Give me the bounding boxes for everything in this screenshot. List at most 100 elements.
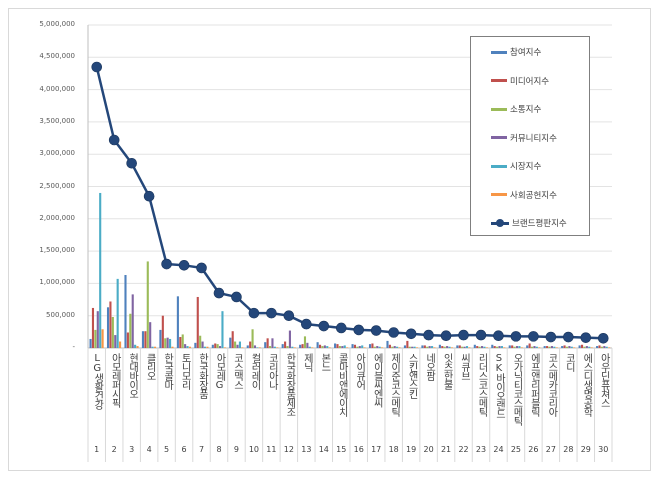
legend-label: 참여지수 xyxy=(510,48,542,58)
brand-index-point xyxy=(405,328,417,340)
bar-2 xyxy=(580,344,584,348)
legend-label: 브랜드평판지수 xyxy=(512,219,567,229)
bar-6 xyxy=(188,346,191,348)
bar-3 xyxy=(199,335,202,348)
legend-item: 사회공헌지수 xyxy=(491,189,557,201)
brand-index-point xyxy=(475,329,487,341)
bar-2 xyxy=(196,296,199,348)
bar-3 xyxy=(268,346,272,348)
bar-4 xyxy=(603,346,606,348)
bar-3 xyxy=(600,346,603,348)
bar-5 xyxy=(431,346,434,348)
bar-5 xyxy=(291,346,294,348)
bar-1 xyxy=(299,344,302,348)
brand-index-point xyxy=(388,327,399,338)
bar-4 xyxy=(184,344,187,348)
bar-1 xyxy=(561,346,564,348)
brand-index-point xyxy=(370,325,382,336)
x-tick-number: 21 xyxy=(440,445,452,454)
bar-2 xyxy=(318,344,322,348)
bar-2 xyxy=(214,343,217,348)
x-tick-number: 27 xyxy=(545,445,556,454)
brand-index-point xyxy=(126,157,137,169)
bar-6 xyxy=(608,347,611,348)
bar-3 xyxy=(513,346,516,348)
bar-5 xyxy=(361,345,364,348)
bar-2 xyxy=(476,346,479,348)
bar-6 xyxy=(381,347,384,348)
bar-1 xyxy=(194,342,197,348)
bar-6 xyxy=(136,346,139,348)
bar-2 xyxy=(528,343,531,348)
bar-4 xyxy=(288,330,291,348)
brand-index-point xyxy=(510,331,522,342)
bar-1 xyxy=(351,344,354,348)
bar-6 xyxy=(328,347,331,348)
bar-4 xyxy=(114,335,117,348)
bar-2 xyxy=(144,331,147,348)
brand-index-point xyxy=(178,260,190,271)
bar-3 xyxy=(234,341,237,348)
bar-5 xyxy=(465,346,469,348)
x-tick-label: 에프앤리퍼블릭 xyxy=(528,353,540,416)
brand-index-point xyxy=(213,287,225,299)
x-tick-label: 토니모리 xyxy=(179,353,191,389)
bar-2 xyxy=(441,346,444,348)
bar-2 xyxy=(406,340,409,348)
x-tick-label: 씨큐브 xyxy=(458,353,470,380)
x-tick-number: 5 xyxy=(164,445,170,454)
bar-3 xyxy=(530,346,534,348)
x-tick-number: 15 xyxy=(336,445,347,454)
bar-3 xyxy=(583,346,586,348)
bar-2 xyxy=(388,344,391,348)
bar-3 xyxy=(181,334,184,348)
legend-label: 사회공헌지수 xyxy=(510,190,557,201)
bar-6 xyxy=(346,347,349,348)
x-tick-number: 23 xyxy=(475,445,487,454)
bar-1 xyxy=(124,275,127,348)
bar-4 xyxy=(411,346,414,348)
bar-2 xyxy=(109,301,112,348)
brand-index-point xyxy=(248,307,260,319)
bar-1 xyxy=(159,329,162,348)
bar-2 xyxy=(266,338,269,348)
bar-6 xyxy=(398,347,401,348)
bar-6 xyxy=(468,347,471,348)
bar-5 xyxy=(483,346,486,348)
y-tick-label: 4,000,000 xyxy=(39,84,75,93)
bar-6 xyxy=(433,347,436,348)
legend-swatch-icon xyxy=(491,136,507,139)
x-tick-label: 에이블씨엔씨 xyxy=(371,353,383,407)
bar-1 xyxy=(368,344,372,348)
bar-1 xyxy=(106,307,110,348)
bar-4 xyxy=(323,345,326,348)
y-tick-label: 2,500,000 xyxy=(39,181,75,190)
bar-1 xyxy=(491,344,494,348)
x-tick-label: 아모레G xyxy=(214,353,225,390)
y-tick-label: 5,000,000 xyxy=(39,20,75,28)
bar-5 xyxy=(151,346,154,348)
x-tick-label: 현대바이오 xyxy=(126,353,138,398)
bar-2 xyxy=(371,343,374,348)
bar-1 xyxy=(316,342,319,348)
bar-1 xyxy=(526,345,529,348)
bar-6 xyxy=(258,347,261,348)
bar-3 xyxy=(111,316,114,348)
bar-2 xyxy=(231,331,234,348)
bar-6 xyxy=(119,341,122,348)
bar-6 xyxy=(573,347,576,348)
legend-swatch-icon xyxy=(491,107,507,111)
bar-3 xyxy=(373,346,376,348)
bar-2 xyxy=(91,307,95,348)
bar-4 xyxy=(236,344,239,348)
brand-index-point xyxy=(301,318,312,330)
x-tick-number: 18 xyxy=(388,445,399,454)
bar-4 xyxy=(306,342,309,348)
bar-5 xyxy=(500,346,503,348)
x-tick-number: 22 xyxy=(458,445,469,454)
bar-1 xyxy=(334,343,337,348)
bar-4 xyxy=(393,346,396,348)
bar-5 xyxy=(238,341,241,348)
brand-index-point xyxy=(283,310,295,322)
x-tick-number: 1 xyxy=(94,445,100,454)
